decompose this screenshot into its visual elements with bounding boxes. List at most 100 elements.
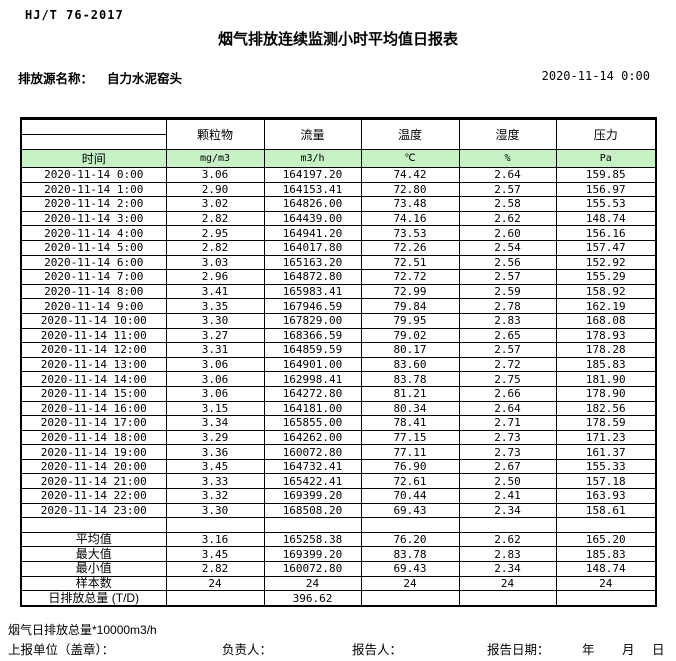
summary-label: 平均值 [20, 531, 167, 548]
row-value: 164262.00 [263, 429, 362, 446]
row-value: 2.71 [458, 415, 557, 431]
standard-code: HJ/T 76-2017 [25, 8, 124, 22]
month-label: 月 [622, 643, 635, 657]
table-row: 2020-11-14 14:00 3.06 162998.41 83.78 2.75 18… [20, 371, 657, 387]
table-row: 2020-11-14 8:00 3.41 165983.41 72.99 2.59 158… [20, 283, 657, 300]
row-value: 3.36 [165, 444, 265, 460]
row-value: 74.16 [360, 210, 460, 227]
row-value: 3.06 [165, 371, 265, 387]
row-value: 162.19 [555, 298, 657, 314]
row-value: 165163.20 [263, 254, 362, 271]
row-value: 164941.20 [263, 225, 362, 241]
table-row: 2020-11-14 1:00 2.90 164153.41 72.80 2.57 156… [20, 181, 657, 198]
row-value: 160072.80 [263, 561, 362, 577]
row-value: 168.08 [555, 312, 657, 329]
table-row: 2020-11-14 22:00 3.32 169399.20 70.44 2.41 16… [20, 488, 657, 504]
day-label: 日 [652, 643, 665, 657]
row-value: 3.06 [165, 385, 265, 402]
row-value [165, 590, 265, 607]
row-value: 169399.20 [263, 488, 362, 504]
row-value: 72.51 [360, 254, 460, 271]
row-value: 2.59 [458, 283, 557, 300]
row-value: 24 [555, 575, 657, 592]
summary-label: 最小值 [20, 561, 167, 577]
summary-row: 日排放总量 (T/D) 396.62 [20, 590, 657, 607]
row-time: 2020-11-14 20:00 [20, 458, 167, 475]
row-value: 2.34 [458, 502, 557, 519]
row-value: 3.29 [165, 429, 265, 446]
row-value: 164901.00 [263, 356, 362, 373]
row-value: 156.16 [555, 225, 657, 241]
row-value: 81.21 [360, 385, 460, 402]
row-value: 2.57 [458, 342, 557, 358]
row-value [458, 590, 557, 607]
row-value: 3.02 [165, 196, 265, 212]
row-value: 3.31 [165, 342, 265, 358]
row-time: 2020-11-14 0:00 [20, 167, 167, 183]
row-value: 2.75 [458, 371, 557, 387]
table-row: 2020-11-14 16:00 3.15 164181.00 80.34 2.64 18… [20, 400, 657, 417]
table-head: 颗粒物 流量 温度 湿度 压力 时间 mg/m3 m3/h ℃ % Pa [20, 118, 657, 168]
col-header-humidity: 湿度 [458, 118, 557, 150]
row-value: 167829.00 [263, 312, 362, 329]
row-value: 168508.20 [263, 502, 362, 519]
table-row: 2020-11-14 17:00 3.34 165855.00 78.41 2.71 17… [20, 415, 657, 431]
report-date-label: 报告日期： [487, 643, 550, 657]
row-value: 3.35 [165, 298, 265, 314]
row-value: 2.95 [165, 225, 265, 241]
row-value: 69.43 [360, 561, 460, 577]
row-time: 2020-11-14 18:00 [20, 429, 167, 446]
row-value: 2.78 [458, 298, 557, 314]
table-row: 2020-11-14 2:00 3.02 164826.00 73.48 2.58 155… [20, 196, 657, 212]
row-value: 396.62 [263, 590, 362, 607]
row-value: 178.90 [555, 385, 657, 402]
row-value: 3.15 [165, 400, 265, 417]
row-value: 70.44 [360, 488, 460, 504]
row-time: 2020-11-14 8:00 [20, 283, 167, 300]
row-time: 2020-11-14 23:00 [20, 502, 167, 519]
row-value: 72.99 [360, 283, 460, 300]
row-value: 78.41 [360, 415, 460, 431]
row-time: 2020-11-14 10:00 [20, 312, 167, 329]
row-time: 2020-11-14 11:00 [20, 327, 167, 344]
table-row: 2020-11-14 10:00 3.30 167829.00 79.95 2.83 16… [20, 312, 657, 329]
row-value: 178.93 [555, 327, 657, 344]
emission-source-name: 自力水泥窑头 [107, 72, 183, 86]
row-value: 164872.80 [263, 269, 362, 285]
row-value: 3.27 [165, 327, 265, 344]
row-value: 74.42 [360, 167, 460, 183]
row-value: 2.66 [458, 385, 557, 402]
row-value: 2.34 [458, 561, 557, 577]
col-header-flow: 流量 [263, 118, 362, 150]
row-value: 161.37 [555, 444, 657, 460]
row-value: 3.06 [165, 167, 265, 183]
row-value: 155.29 [555, 269, 657, 285]
row-value: 164732.41 [263, 458, 362, 475]
summary-row: 样本数 24 24 24 24 24 [20, 575, 657, 592]
row-value: 79.95 [360, 312, 460, 329]
row-value: 2.90 [165, 181, 265, 198]
emission-source-label: 排放源名称： [18, 72, 94, 86]
row-value: 165.20 [555, 531, 657, 548]
row-time: 2020-11-14 6:00 [20, 254, 167, 271]
row-value: 83.78 [360, 371, 460, 387]
row-value: 2.82 [165, 210, 265, 227]
hourly-average-table: 颗粒物 流量 温度 湿度 压力 时间 mg/m3 m3/h ℃ % Pa 202… [20, 117, 657, 607]
row-value: 3.32 [165, 488, 265, 504]
row-value: 2.73 [458, 429, 557, 446]
row-value: 2.58 [458, 196, 557, 212]
row-value: 164272.80 [263, 385, 362, 402]
row-value: 164439.00 [263, 210, 362, 227]
row-value: 83.60 [360, 356, 460, 373]
row-value: 76.90 [360, 458, 460, 475]
row-value: 2.60 [458, 225, 557, 241]
row-value: 80.34 [360, 400, 460, 417]
table-row: 2020-11-14 23:00 3.30 168508.20 69.43 2.34 15… [20, 502, 657, 519]
total-emission-note: 烟气日排放总量*10000m3/h [8, 623, 157, 637]
row-time: 2020-11-14 7:00 [20, 269, 167, 285]
row-value: 158.61 [555, 502, 657, 519]
row-value: 3.30 [165, 502, 265, 519]
header-empty-cell-bottom [20, 134, 167, 150]
unit-header-row: 时间 mg/m3 m3/h ℃ % Pa [20, 149, 657, 168]
